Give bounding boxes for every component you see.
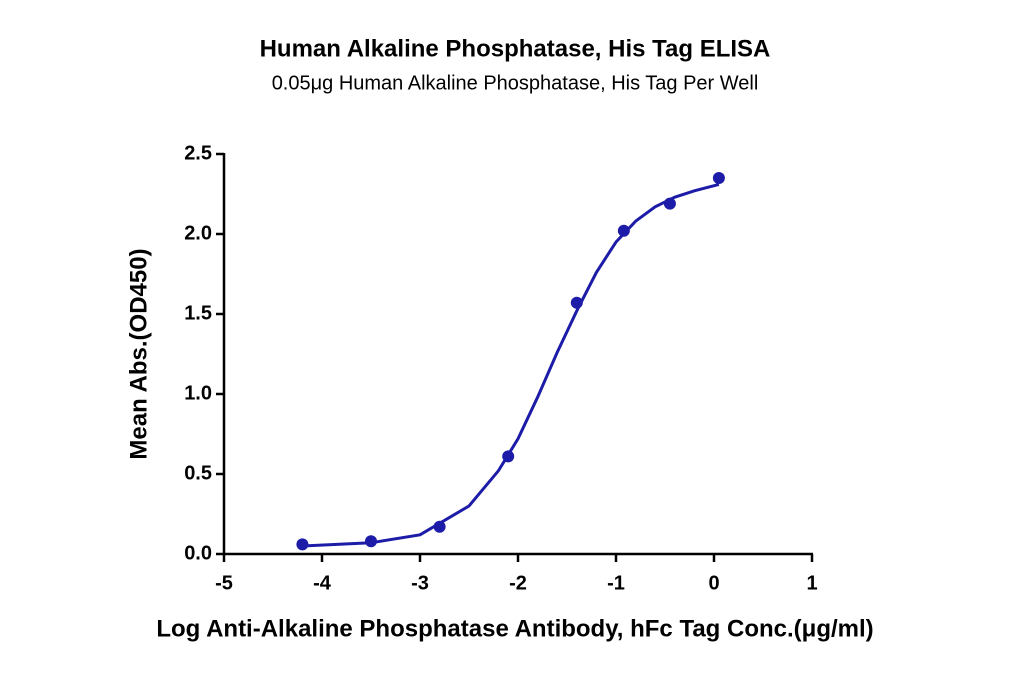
fit-curve	[302, 182, 720, 548]
x-tick-label: -5	[215, 572, 233, 594]
data-point	[433, 520, 446, 533]
data-point	[365, 535, 377, 548]
chart-title: Human Alkaline Phosphatase, His Tag ELIS…	[260, 35, 771, 62]
data-point	[502, 450, 515, 463]
y-tick-label: 0.0	[184, 542, 212, 564]
x-tick-label: -1	[607, 572, 625, 594]
chart-subtitle: 0.05μg Human Alkaline Phosphatase, His T…	[272, 72, 759, 94]
x-tick-label: 1	[806, 572, 817, 594]
x-tick-label: -4	[313, 572, 332, 594]
y-tick-label: 0.5	[184, 462, 212, 484]
data-point	[617, 224, 630, 237]
x-axis-label: Log Anti-Alkaline Phosphatase Antibody, …	[156, 615, 873, 642]
y-tick-label: 2.0	[184, 222, 212, 244]
y-tick-label: 1.0	[184, 382, 212, 404]
x-tick-label: 0	[708, 572, 719, 594]
x-tick-label: -2	[509, 572, 527, 594]
y-tick-label: 1.5	[184, 302, 212, 324]
y-axis-label: Mean Abs.(OD450)	[125, 248, 152, 459]
data-point	[570, 296, 583, 309]
x-tick-label: -3	[411, 572, 429, 594]
data-point	[712, 172, 725, 184]
data-point	[663, 197, 676, 210]
data-point	[296, 538, 309, 551]
y-tick-label: 2.5	[184, 142, 212, 164]
